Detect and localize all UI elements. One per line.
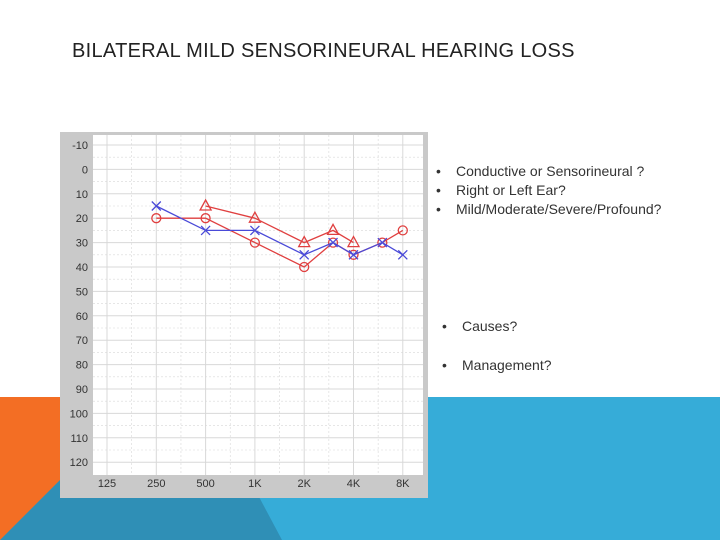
data-point-right-air [299,261,310,273]
y-tick-label: 110 [70,433,88,445]
bullet-glyph: • [436,182,441,198]
question-item: • Mild/Moderate/Severe/Profound? [434,200,661,219]
x-tick-labels: 125 250 500 1K 2K 4K 8K [98,478,410,490]
series-line-right-bone [205,205,354,244]
y-tick-label: 70 [76,335,88,347]
data-point-right-air [249,237,261,248]
audiogram-chart: -10 0 10 20 30 40 50 60 70 80 90 100 110 120 125 250 50… [60,132,428,498]
data-point-left-air [348,249,359,260]
data-point-left-air [377,237,388,248]
y-tick-labels: -10 0 10 20 30 40 50 60 70 80 90 100 110 120 [70,140,88,469]
x-tick-label: 2K [297,478,311,490]
y-tick-label: 0 [82,164,88,176]
question-text: Right or Left Ear? [456,182,566,198]
data-point-right-air [200,213,211,224]
discussion-text: Management? [462,357,552,373]
bullet-glyph: • [442,357,447,373]
discussion-item: • Causes? [440,317,552,336]
y-tick-label: -10 [72,140,88,152]
y-tick-label: 90 [76,384,88,396]
series-line-left-air [156,205,404,256]
data-point-left-air [397,249,408,260]
y-tick-label: 20 [76,213,88,225]
question-text: Mild/Moderate/Severe/Profound? [456,201,662,217]
x-tick-label: 250 [147,478,165,490]
data-point-right-air [377,237,388,248]
plot-area [93,135,423,475]
y-tick-label: 60 [76,311,88,323]
data-point-left-air [200,225,211,236]
x-tick-label: 500 [196,478,214,490]
question-item: • Right or Left Ear? [434,181,661,200]
data-point-right-bone [248,210,262,223]
question-list: • Conductive or Sensorineural ? • Right or… [434,162,661,219]
discussion-text: Causes? [462,318,518,334]
y-tick-label: 30 [76,238,88,250]
data-point-left-air [249,225,260,236]
y-tick-label: 100 [70,408,88,420]
y-tick-label: 10 [76,189,88,201]
y-tick-label: 120 [70,457,88,469]
discussion-item: • Management? [440,356,552,375]
data-point-left-air [328,237,338,248]
data-point-left-air [299,249,310,260]
y-tick-label: 50 [76,286,88,298]
bullet-glyph: • [436,163,441,179]
x-tick-label: 1K [248,478,262,490]
grid-lines [93,135,423,475]
discussion-list: • Causes? • Management? [440,317,552,395]
data-series [151,198,408,273]
x-tick-label: 4K [347,478,361,490]
data-point-right-bone [199,198,213,211]
data-point-right-air [151,213,162,224]
data-point-right-air [348,249,359,260]
slide-title: BILATERAL MILD SENSORINEURAL HEARING LOS… [72,40,575,62]
data-point-left-air [151,201,162,211]
data-point-right-air [327,237,339,248]
bullet-glyph: • [436,201,441,217]
y-tick-label: 40 [76,262,88,274]
x-tick-label: 8K [396,478,410,490]
bullet-glyph: • [442,318,447,334]
data-point-right-bone [326,223,340,236]
data-point-right-bone [346,235,361,248]
data-point-right-air [397,225,408,236]
x-tick-label: 125 [98,478,116,490]
question-item: • Conductive or Sensorineural ? [434,162,661,181]
question-text: Conductive or Sensorineural ? [456,163,645,179]
audiogram-svg: -10 0 10 20 30 40 50 60 70 80 90 100 110 120 125 250 50… [70,135,423,490]
data-point-right-bone [297,235,311,248]
y-tick-label: 80 [76,360,88,372]
